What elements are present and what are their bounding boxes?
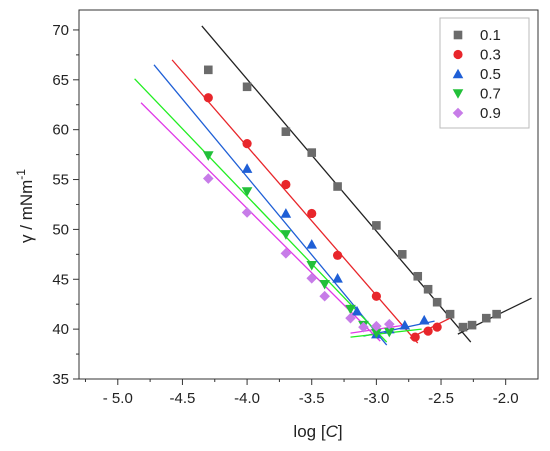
legend-label: 0.3 — [480, 47, 501, 64]
y-tick-label: 40 — [52, 321, 69, 338]
data-point-0-9 — [202, 173, 214, 184]
data-point-0-1 — [333, 182, 342, 191]
y-tick-label: 60 — [52, 122, 69, 139]
data-point-0-1 — [458, 322, 468, 332]
data-point-0-5 — [241, 163, 253, 173]
data-point-0-1 — [467, 320, 477, 330]
data-point-0-1 — [307, 148, 317, 157]
data-point-0-3 — [332, 250, 343, 260]
legend-marker-0-3 — [453, 49, 463, 60]
x-tick-label: -4.0 — [234, 390, 260, 407]
data-point-0-7 — [319, 279, 330, 290]
y-tick-label: 35 — [52, 371, 69, 388]
data-point-0-1 — [432, 297, 442, 307]
data-point-0-9 — [358, 321, 369, 333]
data-point-0-5 — [332, 272, 343, 283]
data-point-0-5 — [280, 208, 292, 218]
fit-line-0-5 — [153, 64, 388, 346]
data-point-0-7 — [384, 327, 395, 338]
data-point-0-9 — [371, 320, 382, 332]
data-point-0-1 — [423, 284, 433, 294]
data-point-0-7 — [306, 261, 318, 271]
legend-marker-0-1 — [453, 30, 463, 40]
legend-label: 0.1 — [480, 27, 501, 44]
data-point-0-9 — [384, 318, 395, 330]
data-point-0-1 — [413, 271, 423, 281]
y-tick-label: 50 — [52, 221, 69, 238]
legend-label: 0.7 — [480, 86, 501, 103]
data-point-0-3 — [371, 291, 381, 301]
data-point-0-7 — [202, 151, 214, 161]
plot-frame — [78, 9, 539, 380]
x-tick-label: - 5.0 — [103, 390, 133, 407]
x-axis: - 5.0 -4.5 -4.0 -3.5 -3.0 -2.5 -2.0 — [84, 379, 519, 407]
legend-label: 0.5 — [480, 66, 501, 83]
data-point-0-1 — [281, 127, 291, 136]
data-point-0-1 — [203, 65, 213, 75]
data-point-0-1 — [492, 309, 501, 319]
data-point-0-5 — [399, 319, 411, 330]
data-markers — [202, 65, 501, 342]
legend: 0.1 0.3 0.5 0.7 0.9 — [439, 17, 530, 129]
legend-label: 0.9 — [480, 105, 501, 122]
x-tick-label: -4.5 — [170, 390, 196, 407]
data-point-0-5 — [306, 239, 318, 249]
x-tick-label: -3.5 — [299, 390, 325, 407]
data-point-0-9 — [345, 312, 356, 324]
y-tick-label: 70 — [52, 22, 69, 39]
data-point-0-9 — [306, 272, 318, 284]
legend-marker-0-7 — [452, 89, 464, 99]
data-point-0-9 — [319, 290, 330, 302]
y-tick-label: 45 — [52, 271, 69, 288]
data-point-0-7 — [280, 230, 292, 240]
data-point-0-1 — [445, 309, 455, 319]
data-point-0-1 — [397, 250, 407, 259]
y-tick-label: 55 — [52, 172, 69, 189]
data-point-0-3 — [432, 322, 442, 332]
fit-line-0-9 — [140, 102, 381, 342]
y-axis: 35 40 45 50 55 60 65 70 — [52, 22, 79, 388]
data-point-0-7 — [345, 304, 356, 315]
x-axis-label: log [C] — [293, 422, 342, 441]
data-point-0-3 — [281, 179, 291, 190]
x-tick-label: -2.5 — [428, 390, 454, 407]
data-point-0-3 — [242, 139, 252, 149]
data-point-0-3 — [423, 326, 433, 336]
data-point-0-3 — [203, 93, 213, 103]
data-point-0-3 — [410, 332, 420, 342]
legend-marker-0-9 — [452, 107, 464, 119]
x-tick-label: -3.0 — [363, 390, 389, 407]
data-point-0-5 — [351, 305, 363, 316]
data-point-0-7 — [241, 187, 253, 197]
data-point-0-7 — [371, 328, 382, 339]
y-tick-label: 65 — [52, 72, 69, 89]
data-point-0-3 — [307, 208, 317, 219]
legend-items: 0.1 0.3 0.5 0.7 0.9 — [452, 27, 501, 122]
data-point-0-1 — [242, 82, 252, 92]
data-point-0-1 — [372, 221, 381, 230]
y-axis-label: γ / mNm-1 — [14, 169, 36, 243]
fit-line-0-7 — [134, 78, 388, 343]
data-point-0-5 — [418, 314, 430, 325]
legend-marker-0-5 — [452, 68, 464, 79]
data-point-0-9 — [280, 248, 292, 259]
x-tick-label: -2.0 — [493, 390, 519, 407]
data-point-0-9 — [241, 207, 253, 218]
data-point-0-1 — [481, 313, 491, 323]
